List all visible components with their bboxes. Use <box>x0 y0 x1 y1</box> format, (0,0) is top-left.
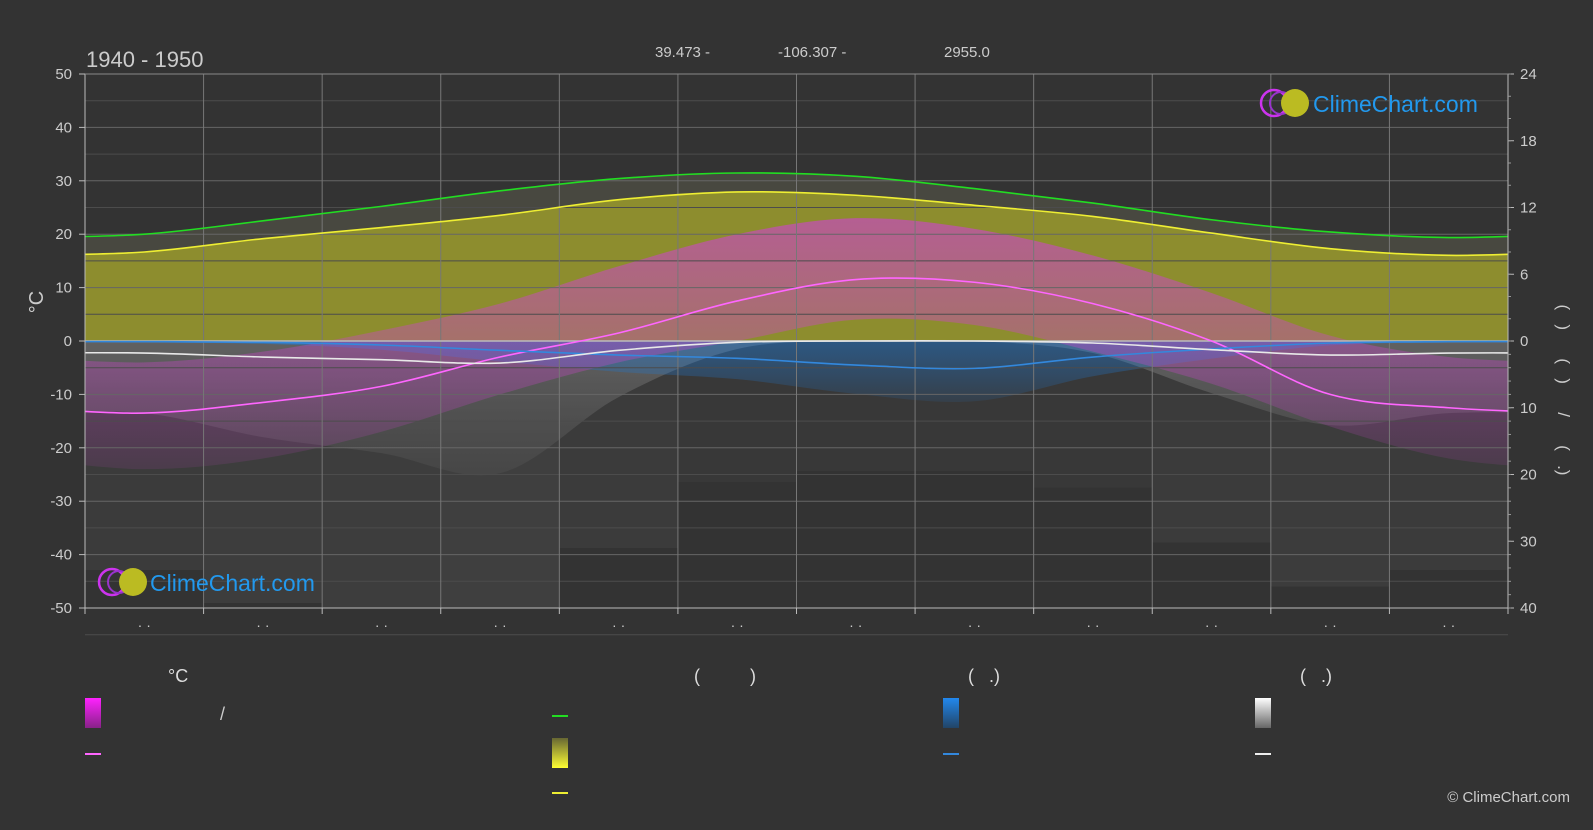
legend-temp-mean-line <box>85 753 101 755</box>
legend-rain-swatch <box>943 698 959 728</box>
y-axis-label-right: ( ) ( ) / ( .) <box>1554 305 1573 476</box>
y-tick-label-left: 10 <box>55 280 72 297</box>
legend-snow-heading: ( .) <box>1300 666 1332 686</box>
legend-snow-swatch <box>1255 698 1271 728</box>
logo-bottom-text: ClimeChart.com <box>150 570 315 596</box>
elevation-label: 2955.0 <box>944 44 990 61</box>
y-tick-label-right-hours: 0 <box>1520 333 1528 350</box>
y-tick-label-left: -50 <box>50 600 72 617</box>
grid-layer <box>85 73 1508 636</box>
y-tick-label-left: 40 <box>55 119 72 136</box>
y-tick-label-left: 0 <box>64 333 72 350</box>
y-tick-label-right-hours: 24 <box>1520 66 1537 83</box>
y-tick-label-left: 30 <box>55 173 72 190</box>
temp-mean-line <box>85 277 1508 414</box>
sunshine-line <box>85 190 1508 257</box>
x-tick-label: · · <box>138 617 151 633</box>
copyright: © ClimeChart.com <box>1447 789 1570 806</box>
lines-layer <box>85 172 1508 414</box>
y-tick-label-left: -30 <box>50 493 72 510</box>
longitude-label: -106.307 - <box>778 44 846 61</box>
rain-mean-line <box>85 340 1508 370</box>
period-title: 1940 - 1950 <box>86 47 203 72</box>
legend-sunshine-mean-line <box>552 792 568 794</box>
x-tick-label: · · <box>1442 617 1455 633</box>
y-tick-label-left: -10 <box>50 386 72 403</box>
y-tick-label-left: -20 <box>50 440 72 457</box>
y-tick-label-right-mm: 30 <box>1520 533 1537 550</box>
y-tick-label-right-mm: 20 <box>1520 467 1537 484</box>
y-tick-label-left: -40 <box>50 547 72 564</box>
daylight-line <box>85 172 1508 239</box>
x-tick-label: · · <box>731 617 744 633</box>
latitude-label: 39.473 - <box>655 44 710 61</box>
x-tick-label: · · <box>1324 617 1337 633</box>
legend-temp-heading: °C <box>168 666 188 686</box>
logo-top-text: ClimeChart.com <box>1313 91 1478 117</box>
legend-sunshine-heading: ( ) <box>694 666 756 686</box>
legend-temp-range-swatch <box>85 698 101 728</box>
x-tick-label: · · <box>612 617 625 633</box>
snow-bar <box>559 341 678 548</box>
logo-top: ClimeChart.com <box>1259 88 1478 118</box>
y-tick-label-right-hours: 12 <box>1520 200 1537 217</box>
x-tick-label: · · <box>493 617 506 633</box>
x-tick-label: · · <box>1205 617 1218 633</box>
x-tick-label: · · <box>256 617 269 633</box>
legend-temp-range-label: / <box>220 704 225 724</box>
legend-rain-heading: ( .) <box>968 666 1000 686</box>
y-tick-label-left: 20 <box>55 226 72 243</box>
axes-layer: 50 40 30 20 10 0 -10 -20 -30 -40 -50 24 18 12 6 0 10 20 30… <box>50 66 1536 633</box>
logo-bottom: ClimeChart.com <box>97 567 315 597</box>
y-tick-label-right-hours: 6 <box>1520 266 1528 283</box>
y-axis-label-left: °C <box>26 291 48 313</box>
y-tick-label-right-mm: 10 <box>1520 400 1537 417</box>
snow-mean-line <box>85 339 1508 365</box>
y-tick-label-left: 50 <box>55 66 72 83</box>
legend-rain-mean-line <box>943 753 959 755</box>
x-tick-label: · · <box>1086 617 1099 633</box>
x-tick-label: · · <box>375 617 388 633</box>
legend-sunshine-swatch <box>552 738 568 768</box>
legend-snow-mean-line <box>1255 753 1271 755</box>
legend-daylight-line <box>552 715 568 717</box>
x-tick-label: · · <box>968 617 981 633</box>
x-tick-label: · · <box>849 617 862 633</box>
y-tick-label-right-mm: 40 <box>1520 600 1537 617</box>
y-tick-label-right-hours: 18 <box>1520 133 1537 150</box>
